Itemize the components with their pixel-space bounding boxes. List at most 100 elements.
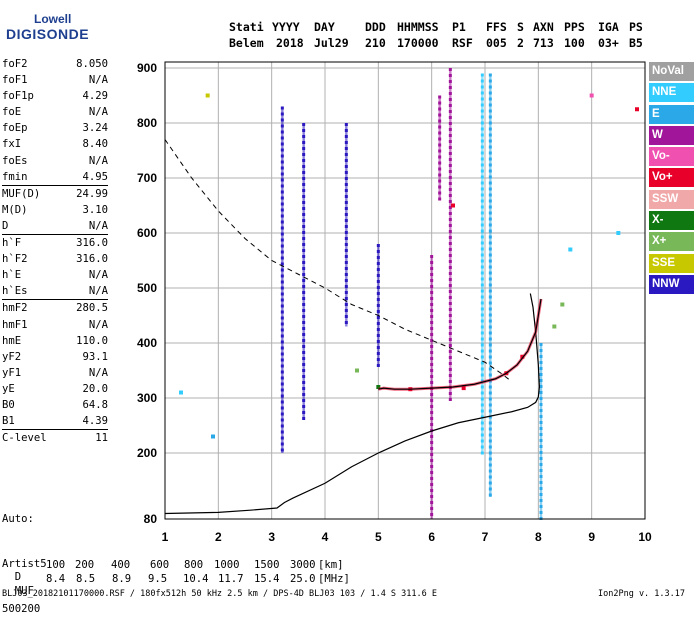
echo-point — [488, 157, 492, 161]
echo-point — [488, 271, 492, 275]
echo-point — [448, 182, 452, 185]
echo-point — [539, 493, 543, 496]
echo-point — [488, 97, 492, 101]
echo-point — [280, 382, 284, 386]
echo-column — [539, 343, 543, 519]
echo-point — [430, 483, 434, 486]
echo-point — [480, 445, 484, 449]
echo-point — [448, 152, 452, 155]
echo-point — [430, 321, 434, 324]
echo-point — [438, 161, 442, 165]
echo-point — [539, 475, 543, 478]
echo-point — [480, 283, 484, 287]
echo-point — [488, 127, 492, 131]
echo-point — [539, 343, 543, 346]
echo-point — [448, 224, 452, 227]
echo-point — [488, 295, 492, 299]
echo-point — [488, 223, 492, 227]
param-value: 280.5 — [76, 302, 108, 315]
logo-lowell: Lowell — [34, 12, 72, 26]
echo-point — [302, 171, 306, 174]
echo-point — [488, 211, 492, 215]
echo-point — [480, 241, 484, 245]
echo-point — [280, 340, 284, 344]
echo-point — [344, 219, 348, 222]
echo-point — [376, 310, 380, 313]
echo-point — [448, 296, 452, 299]
echo-point — [302, 159, 306, 162]
echo-point — [480, 343, 484, 347]
echo-point — [438, 125, 442, 129]
echo-point — [480, 151, 484, 155]
echo-point — [376, 274, 380, 277]
legend-item: NNW — [649, 274, 694, 294]
echo-point — [480, 157, 484, 161]
echo-point — [438, 191, 442, 195]
echo-point — [280, 280, 284, 284]
echo-point — [302, 345, 306, 348]
d-value: 3000 — [290, 559, 316, 571]
echo-point — [480, 223, 484, 227]
hdr-value-day: Jul29 — [314, 36, 349, 50]
echo-point — [480, 163, 484, 167]
echo-point — [302, 297, 306, 300]
echo-point — [376, 334, 380, 337]
echo-point — [302, 261, 306, 264]
legend-item: Vo+ — [649, 168, 694, 188]
param-row: foE N/A — [2, 104, 108, 120]
chart-echoes — [179, 68, 639, 520]
param-row: fmin 4.95 — [2, 169, 108, 185]
echo-point — [376, 352, 380, 355]
echo-point — [488, 193, 492, 197]
echo-point — [344, 183, 348, 186]
echo-point — [488, 289, 492, 293]
echo-point — [488, 187, 492, 191]
chart-curves — [164, 139, 543, 515]
echo-point — [302, 225, 306, 228]
echo-point — [430, 399, 434, 402]
param-value: 11 — [95, 432, 108, 445]
echo-point — [430, 507, 434, 510]
echo-point — [451, 203, 455, 208]
echo-point — [302, 237, 306, 240]
param-row: hmF1 N/A — [2, 317, 108, 333]
echo-point — [480, 175, 484, 179]
echo-point — [280, 220, 284, 224]
legend-item: SSW — [649, 189, 694, 209]
echo-point — [480, 181, 484, 185]
echo-point — [448, 158, 452, 161]
echo-point — [344, 207, 348, 210]
echo-point — [302, 177, 306, 180]
echo-point — [344, 177, 348, 180]
echo-point — [488, 247, 492, 251]
echo-point — [448, 140, 452, 143]
plot-frame — [164, 61, 646, 520]
param-row: C-level 11 — [2, 429, 108, 446]
echo-point — [438, 113, 442, 117]
param-row: foEp 3.24 — [2, 120, 108, 136]
echo-point — [344, 255, 348, 258]
echo-point — [448, 272, 452, 275]
echo-point — [280, 148, 284, 152]
echo-point — [589, 93, 594, 98]
echo-point — [438, 173, 442, 177]
echo-point — [488, 133, 492, 137]
echo-point — [280, 208, 284, 212]
echo-point — [461, 386, 466, 391]
echo-point — [344, 297, 348, 300]
echo-point — [480, 439, 484, 443]
echo-point — [480, 73, 484, 77]
hdr-value-iga: 03+ — [598, 36, 619, 50]
echo-point — [488, 175, 492, 179]
param-value: N/A — [88, 106, 108, 119]
echo-point — [488, 367, 492, 371]
echo-point — [539, 415, 543, 418]
echo-point — [302, 165, 306, 168]
echo-point — [480, 205, 484, 209]
echo-point — [344, 135, 348, 138]
param-value: 316.0 — [76, 237, 108, 250]
echo-point — [488, 391, 492, 395]
legend-item: NNE — [649, 83, 694, 103]
echo-point — [488, 265, 492, 269]
echo-point — [480, 193, 484, 197]
